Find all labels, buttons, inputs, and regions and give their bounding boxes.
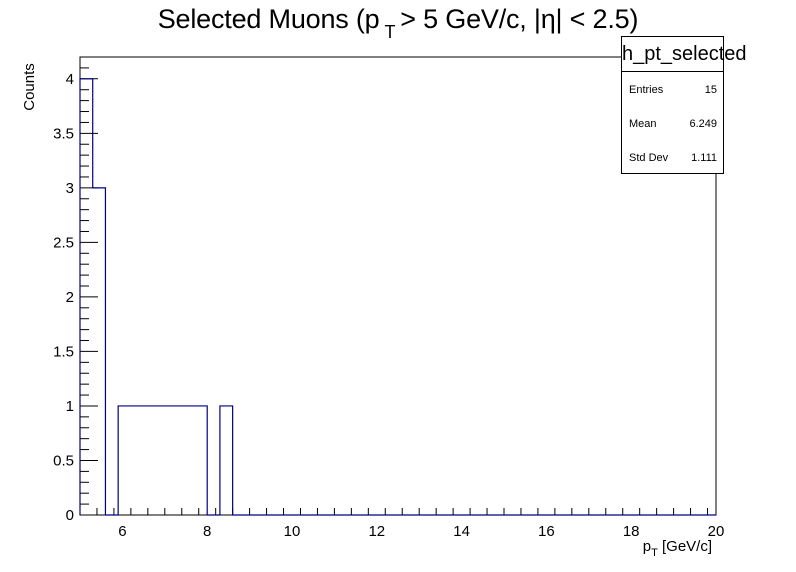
- x-tick-label: 8: [203, 523, 211, 540]
- title-rest: > 5 GeV/c, |η| < 2.5): [400, 4, 639, 34]
- y-tick-label: 1: [66, 398, 74, 415]
- stats-box: h_pt_selected Entries 15 Mean 6.249 Std …: [621, 36, 747, 174]
- y-tick-label: 0.5: [53, 452, 74, 469]
- histogram-outline: [79, 78, 716, 516]
- histogram-bin: [118, 406, 207, 515]
- x-tick-label: 10: [284, 523, 301, 540]
- histogram-layer: [79, 78, 716, 516]
- stats-row-mean: Mean 6.249: [622, 106, 723, 140]
- stats-mean-label: Mean: [629, 118, 657, 130]
- y-tick-label: 4: [66, 71, 74, 88]
- y-tick-label: 3.5: [53, 125, 74, 142]
- x-tick-label: 6: [118, 523, 126, 540]
- stats-entries-value: 15: [704, 84, 717, 96]
- y-tick-label: 2: [66, 289, 74, 306]
- x-tick-label: 14: [453, 523, 470, 540]
- stats-row-stddev: Std Dev 1.111: [622, 140, 723, 174]
- stats-stddev-label: Std Dev: [629, 152, 669, 164]
- x-axis-label: pT [GeV/c]: [643, 538, 712, 559]
- x-tick-label: 18: [623, 523, 640, 540]
- y-tick-label: 0: [66, 507, 74, 524]
- title-subscript: T: [384, 22, 396, 42]
- y-tick-label: 1.5: [53, 343, 74, 360]
- title-main: Selected Muons (p: [157, 4, 380, 34]
- y-axis-label: Counts: [21, 63, 38, 111]
- stats-row-entries: Entries 15: [622, 72, 723, 106]
- histogram-bin: [220, 406, 233, 515]
- axis-tick-layer: [79, 56, 709, 516]
- x-tick-label: 16: [538, 523, 555, 540]
- x-tick-label: 12: [368, 523, 385, 540]
- stats-mean-value: 6.249: [689, 118, 717, 130]
- y-tick-label: 2.5: [53, 234, 74, 251]
- y-tick-label: 3: [66, 180, 74, 197]
- x-tick-label: 20: [708, 523, 725, 540]
- stats-histogram-name: h_pt_selected: [622, 37, 747, 72]
- axis-label-layer: 6 8 10 12 14 16 18 20 0 0.5 1 1.5 2 2.5 3 3.5 4 Counts pT …: [21, 63, 724, 559]
- stats-entries-label: Entries: [629, 84, 664, 96]
- chart-title: Selected Muons (p T > 5 GeV/c, |η| < 2.5): [0, 4, 796, 42]
- stats-stddev-value: 1.111: [691, 152, 717, 164]
